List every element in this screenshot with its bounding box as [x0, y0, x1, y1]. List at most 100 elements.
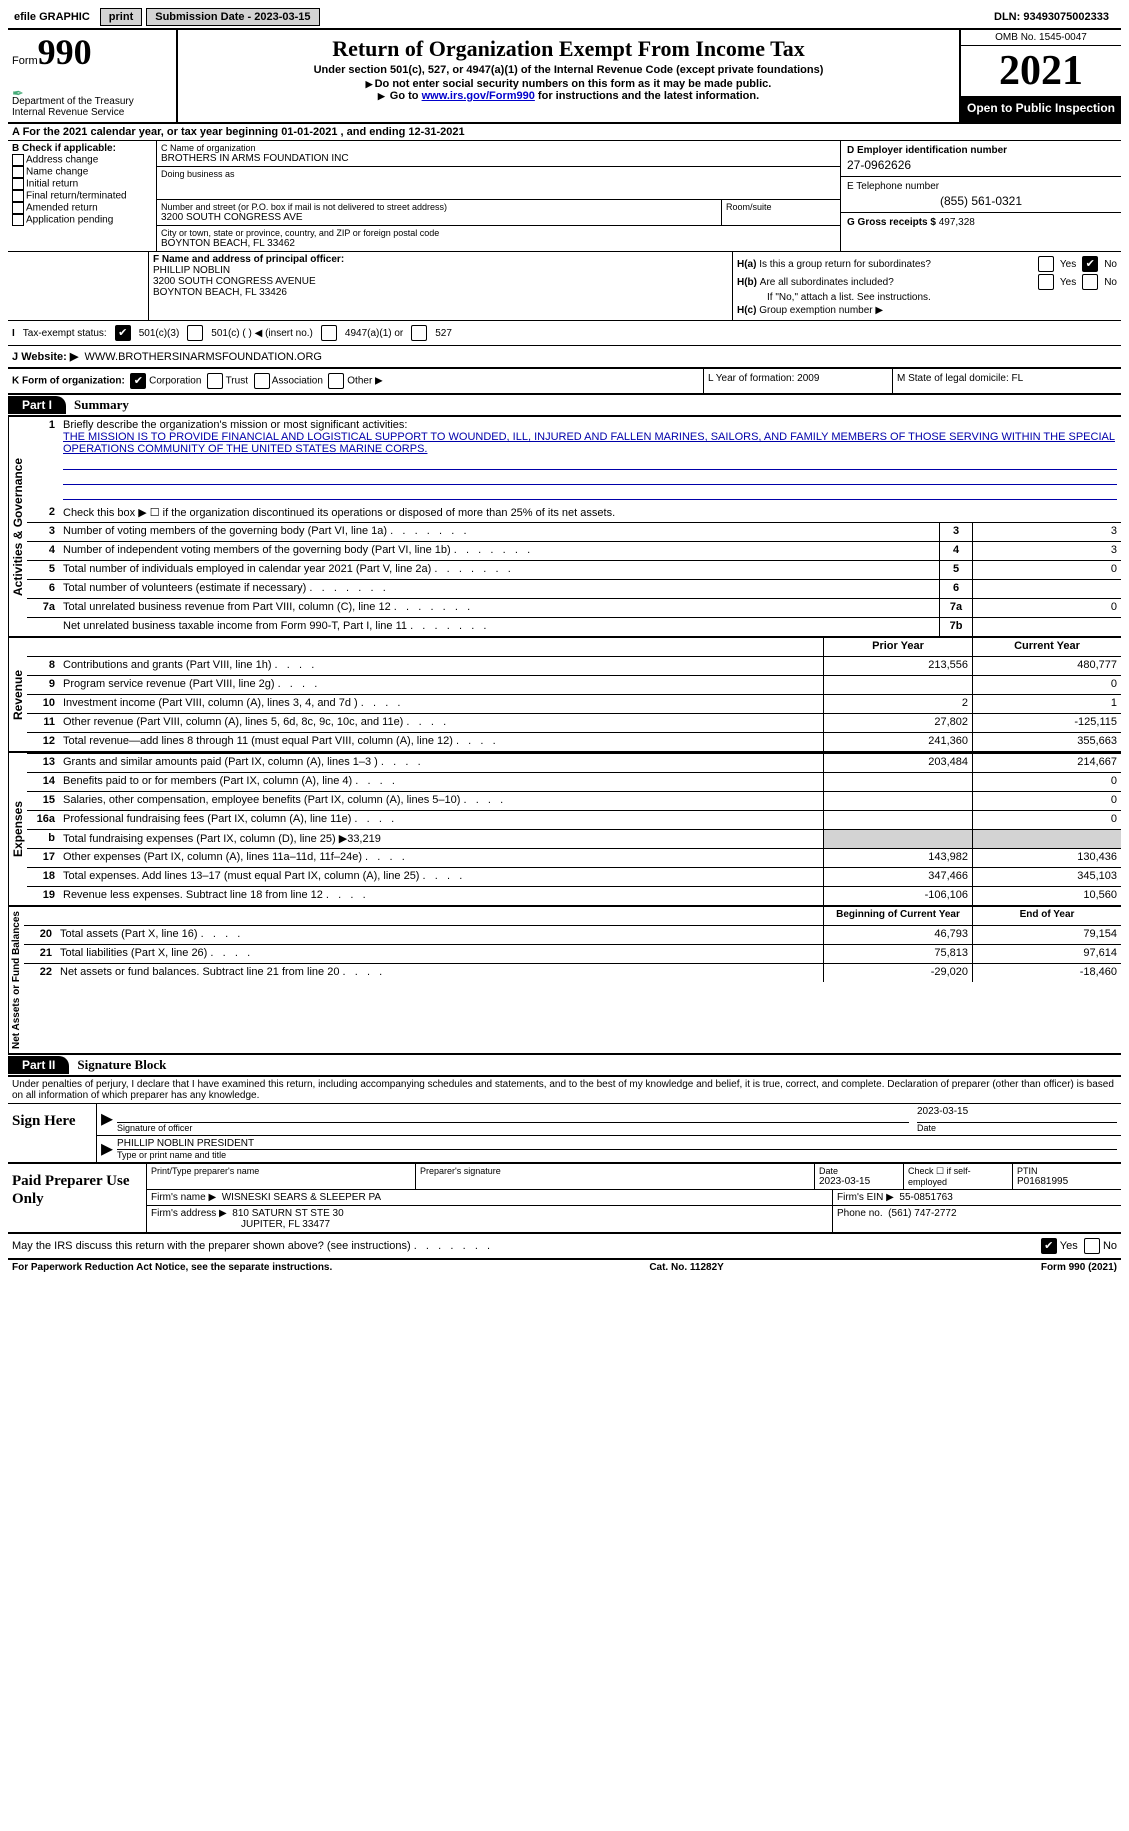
irs-yes[interactable]: [1041, 1238, 1057, 1254]
header-right: OMB No. 1545-0047 2021 Open to Public In…: [959, 30, 1121, 122]
part1-header: Part I: [8, 396, 66, 414]
chk-address[interactable]: [12, 154, 24, 166]
efile-label: efile GRAPHIC: [8, 9, 96, 25]
chk-final[interactable]: [12, 190, 24, 202]
officer-street: 3200 SOUTH CONGRESS AVENUE: [153, 276, 728, 287]
line-text: Revenue less expenses. Subtract line 18 …: [59, 887, 823, 905]
line-num: 3: [27, 523, 59, 541]
firm-ein-label: Firm's EIN ▶: [837, 1192, 894, 1203]
yes-label: Yes: [1060, 259, 1076, 270]
firm-addr1: 810 SATURN ST STE 30: [232, 1208, 343, 1219]
ha-prefix: H(a): [737, 259, 756, 270]
current-val: 0: [972, 676, 1121, 694]
b-header: B Check if applicable:: [12, 143, 152, 154]
open-public: Open to Public Inspection: [961, 97, 1121, 122]
line-text: Total expenses. Add lines 13–17 (must eq…: [59, 868, 823, 886]
sig-date-val: 2023-03-15: [917, 1106, 1117, 1123]
ptin-label: PTIN: [1017, 1166, 1117, 1176]
line-num: 20: [24, 926, 56, 944]
line-text: Net unrelated business taxable income fr…: [59, 618, 939, 636]
firm-addr2: JUPITER, FL 33477: [241, 1219, 330, 1230]
chk-trust[interactable]: [207, 373, 223, 389]
ha-no[interactable]: [1082, 256, 1098, 272]
line-text: Investment income (Part VIII, column (A)…: [59, 695, 823, 713]
line-text: Total fundraising expenses (Part IX, col…: [59, 830, 823, 848]
chk-501c3[interactable]: [115, 325, 131, 341]
b-item: Address change: [26, 155, 98, 166]
row-a-period: A For the 2021 calendar year, or tax yea…: [8, 124, 1121, 141]
yes-label: Yes: [1060, 277, 1076, 288]
chk-assoc[interactable]: [254, 373, 270, 389]
opt-501c3: 501(c)(3): [139, 328, 180, 339]
chk-initial[interactable]: [12, 178, 24, 190]
line-num: 22: [24, 964, 56, 982]
chk-501c[interactable]: [187, 325, 203, 341]
hb-yes[interactable]: [1038, 274, 1054, 290]
line-num: 17: [27, 849, 59, 867]
col-b: B Check if applicable: Address change Na…: [8, 141, 157, 251]
prep-date-label: Date: [819, 1166, 899, 1176]
ein-label: D Employer identification number: [847, 145, 1115, 156]
irs-link[interactable]: www.irs.gov/Form990: [422, 90, 535, 102]
b-item: Application pending: [26, 215, 113, 226]
current-val: 345,103: [972, 868, 1121, 886]
line-text: Net assets or fund balances. Subtract li…: [56, 964, 823, 982]
gross-value: 497,328: [939, 217, 975, 228]
chk-4947[interactable]: [321, 325, 337, 341]
dba-label: Doing business as: [161, 169, 836, 179]
ha-yes[interactable]: [1038, 256, 1054, 272]
return-title: Return of Organization Exempt From Incom…: [186, 36, 951, 62]
b-item: Initial return: [26, 179, 78, 190]
chk-amended[interactable]: [12, 202, 24, 214]
chk-name[interactable]: [12, 166, 24, 178]
prior-val: 203,484: [823, 754, 972, 772]
line-text: Number of independent voting members of …: [59, 542, 939, 560]
hb-no[interactable]: [1082, 274, 1098, 290]
cat-no: Cat. No. 11282Y: [649, 1262, 723, 1273]
chk-corp[interactable]: [130, 373, 146, 389]
phone-label: E Telephone number: [847, 181, 1115, 192]
irs-label: Internal Revenue Service: [12, 107, 172, 118]
chk-other[interactable]: [328, 373, 344, 389]
line-num: 13: [27, 754, 59, 772]
current-val: 1: [972, 695, 1121, 713]
line-num: 12: [27, 733, 59, 751]
opt-4947: 4947(a)(1) or: [345, 328, 403, 339]
type-name-label: Type or print name and title: [117, 1150, 1117, 1160]
line-text: Salaries, other compensation, employee b…: [59, 792, 823, 810]
m-state: M State of legal domicile: FL: [892, 369, 1121, 393]
org-name: BROTHERS IN ARMS FOUNDATION INC: [161, 153, 836, 164]
b-item: Name change: [26, 167, 88, 178]
ptin-value: P01681995: [1017, 1176, 1117, 1187]
line2-text: Check this box ▶ ☐ if the organization d…: [59, 504, 1121, 522]
prior-val: 46,793: [823, 926, 972, 944]
line-text: Professional fundraising fees (Part IX, …: [59, 811, 823, 829]
line-num: 18: [27, 868, 59, 886]
prior-val: 75,813: [823, 945, 972, 963]
ssn-note: Do not enter social security numbers on …: [186, 78, 951, 90]
prior-val: -29,020: [823, 964, 972, 982]
line-val: 3: [972, 523, 1121, 541]
opt-501c: 501(c) ( ) ◀ (insert no.): [211, 328, 313, 339]
line-text: Total revenue—add lines 8 through 11 (mu…: [59, 733, 823, 751]
no-label: No: [1103, 1240, 1117, 1252]
paid-prep-label: Paid Preparer Use Only: [8, 1164, 146, 1232]
line-box: 7a: [939, 599, 972, 617]
j-prefix: J: [12, 351, 18, 363]
current-val: 130,436: [972, 849, 1121, 867]
line-num: 5: [27, 561, 59, 579]
line-text: Benefits paid to or for members (Part IX…: [59, 773, 823, 791]
firm-ein: 55-0851763: [899, 1192, 952, 1203]
irs-no[interactable]: [1084, 1238, 1100, 1254]
sig-officer-label: Signature of officer: [117, 1123, 909, 1133]
prior-val: 241,360: [823, 733, 972, 751]
line-text: Program service revenue (Part VIII, line…: [59, 676, 823, 694]
form-footer: Form 990 (2021): [1041, 1262, 1117, 1273]
print-button[interactable]: print: [100, 8, 142, 26]
line-num: 14: [27, 773, 59, 791]
prior-val: -106,106: [823, 887, 972, 905]
declaration: Under penalties of perjury, I declare th…: [8, 1077, 1121, 1104]
chk-527[interactable]: [411, 325, 427, 341]
chk-pending[interactable]: [12, 214, 24, 226]
current-val: -125,115: [972, 714, 1121, 732]
